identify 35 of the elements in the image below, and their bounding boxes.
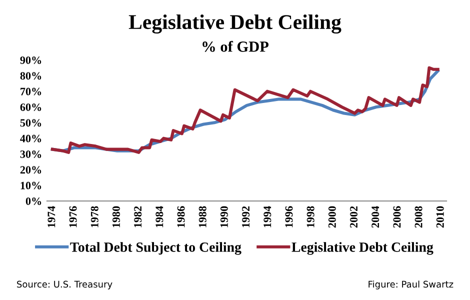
y-tick-label: 40%: [20, 134, 42, 142]
y-tick-label: 60%: [20, 103, 42, 111]
x-tick-label: 2002: [350, 206, 358, 228]
x-tick-label: 1974: [48, 206, 56, 228]
y-tick-label: 50%: [20, 119, 42, 127]
y-tick-label: 30%: [20, 150, 42, 158]
x-tick-label: 1982: [134, 206, 142, 228]
x-tick-label: 2000: [328, 206, 336, 228]
y-tick-label: 90%: [20, 56, 42, 64]
x-tick-label: 1980: [112, 206, 120, 228]
legend-label: Total Debt Subject to Ceiling: [70, 242, 242, 255]
x-tick-label: 2010: [436, 206, 444, 228]
y-tick-label: 20%: [20, 166, 42, 174]
source-note: Source: U.S. Treasury: [17, 280, 112, 290]
x-tick-label: 1990: [220, 206, 228, 228]
x-tick-label: 1996: [285, 206, 293, 228]
y-tick-label: 0%: [26, 197, 42, 205]
legend-label: Legislative Debt Ceiling: [292, 242, 434, 255]
x-tick-label: 1978: [90, 206, 98, 228]
x-tick-label: 1998: [306, 206, 314, 228]
y-tick-label: 70%: [20, 88, 42, 96]
x-tick-label: 2004: [372, 206, 380, 228]
x-tick-label: 1992: [242, 206, 250, 228]
chart-title: Legislative Debt Ceiling: [128, 14, 342, 34]
y-tick-label: 10%: [20, 182, 42, 190]
x-tick-label: 1984: [156, 206, 164, 228]
x-tick-label: 2006: [393, 206, 401, 228]
x-tick-label: 2008: [414, 206, 422, 228]
x-tick-label: 1976: [69, 206, 77, 228]
x-tick-label: 1994: [264, 206, 272, 228]
x-tick-label: 1986: [177, 206, 185, 228]
text: Figure: Paul Swartz: [368, 280, 454, 290]
x-tick-label: 1988: [198, 206, 206, 228]
y-tick-label: 80%: [20, 72, 42, 80]
chart-subtitle: % of GDP: [202, 40, 269, 52]
